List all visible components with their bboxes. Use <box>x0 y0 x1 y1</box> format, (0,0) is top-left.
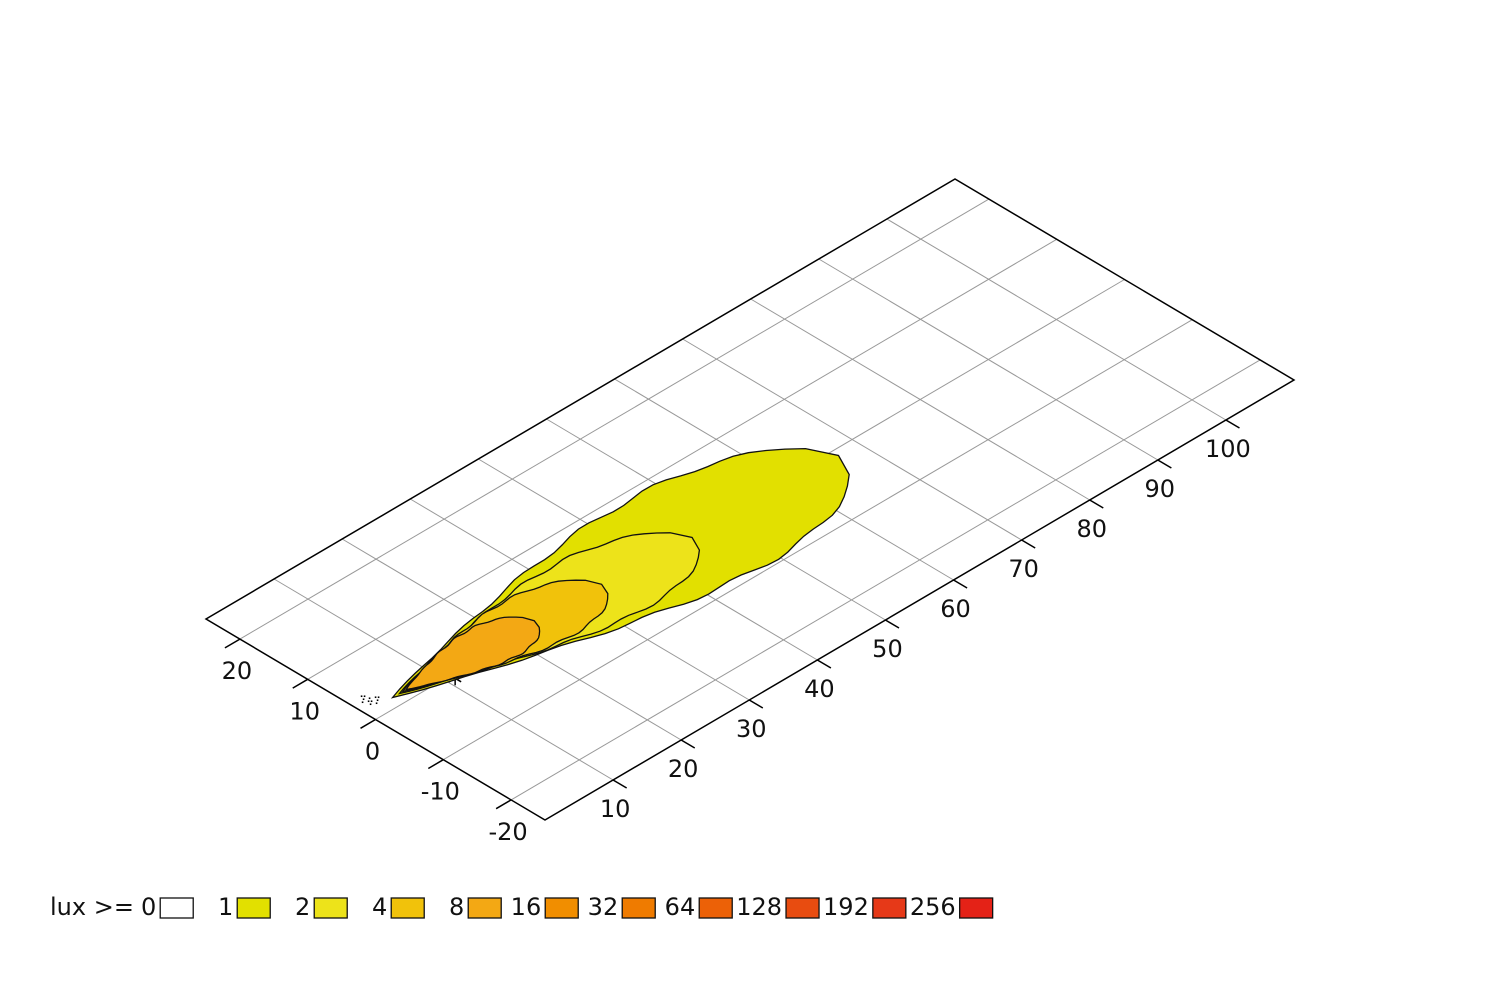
y-tick <box>427 759 444 770</box>
legend-label: 128 <box>736 893 782 921</box>
lamp-dot <box>362 698 365 701</box>
legend-label: 8 <box>449 893 464 921</box>
legend-label: 0 <box>141 893 156 921</box>
y-tick-label: -10 <box>421 778 460 806</box>
lamp-dot <box>363 695 366 698</box>
y-tick <box>292 678 309 689</box>
lamp-dot <box>361 701 364 704</box>
x-tick-label: 100 <box>1205 435 1251 463</box>
y-tick-label: -20 <box>488 818 527 846</box>
x-tick <box>1157 459 1172 469</box>
isolux-contours <box>390 447 850 699</box>
legend-label: 1 <box>218 893 233 921</box>
x-tick-label: 70 <box>1008 555 1039 583</box>
x-tick-label: 30 <box>736 715 767 743</box>
x-tick <box>612 779 628 789</box>
y-tick-label: 0 <box>365 738 380 766</box>
x-tick <box>953 579 968 589</box>
legend-swatch <box>236 897 271 919</box>
isolux-contour <box>404 616 541 691</box>
x-tick <box>885 619 900 629</box>
x-tick <box>1225 419 1240 429</box>
x-tick-label: 60 <box>940 595 971 623</box>
plane-frame <box>204 178 1296 821</box>
y-tick <box>360 718 376 729</box>
grid-line <box>239 198 990 640</box>
x-tick <box>1089 499 1104 509</box>
y-tick <box>495 799 512 810</box>
legend-swatch <box>390 897 425 919</box>
legend-label: 16 <box>511 893 542 921</box>
grid-line <box>307 238 1057 680</box>
legend-label: 2 <box>295 893 310 921</box>
y-tick-label: 10 <box>289 697 320 725</box>
legend-swatch <box>872 897 907 919</box>
lamp-dot <box>369 703 372 706</box>
legend-label: 256 <box>910 893 956 921</box>
legend-label: 32 <box>588 893 619 921</box>
x-tick-label: 80 <box>1076 515 1107 543</box>
grid-line <box>443 319 1193 761</box>
legend-title: lux >= <box>50 893 134 921</box>
legend-swatch <box>544 897 579 919</box>
legend-swatch <box>313 897 348 919</box>
legend-label: 192 <box>823 893 869 921</box>
legend-swatch <box>621 897 656 919</box>
legend-swatch <box>467 897 502 919</box>
lamp-dot <box>377 696 380 699</box>
x-tick <box>680 739 696 749</box>
x-tick-label: 20 <box>668 755 699 783</box>
lamp-dot <box>374 696 377 699</box>
legend-swatch <box>159 897 194 919</box>
lamp-dot <box>368 697 371 700</box>
lamp-dot <box>367 700 370 703</box>
lamp-dot <box>360 695 363 698</box>
x-tick-label: 40 <box>804 675 835 703</box>
x-tick <box>748 699 764 709</box>
legend-swatch <box>785 897 820 919</box>
lamp-dot <box>375 702 378 705</box>
x-tick-label: 10 <box>600 795 631 823</box>
x-tick <box>1021 539 1036 549</box>
legend-swatch <box>959 897 994 919</box>
x-tick-label: 50 <box>872 635 903 663</box>
legend-label: 4 <box>372 893 387 921</box>
x-tick <box>816 659 832 669</box>
lamp-dot <box>370 700 373 703</box>
legend-swatch <box>698 897 733 919</box>
grid-line <box>510 359 1261 801</box>
y-tick <box>224 638 241 649</box>
legend-label: 64 <box>665 893 696 921</box>
lamp-dot <box>376 699 379 702</box>
x-tick-label: 90 <box>1145 475 1176 503</box>
y-tick-label: 20 <box>222 657 253 685</box>
